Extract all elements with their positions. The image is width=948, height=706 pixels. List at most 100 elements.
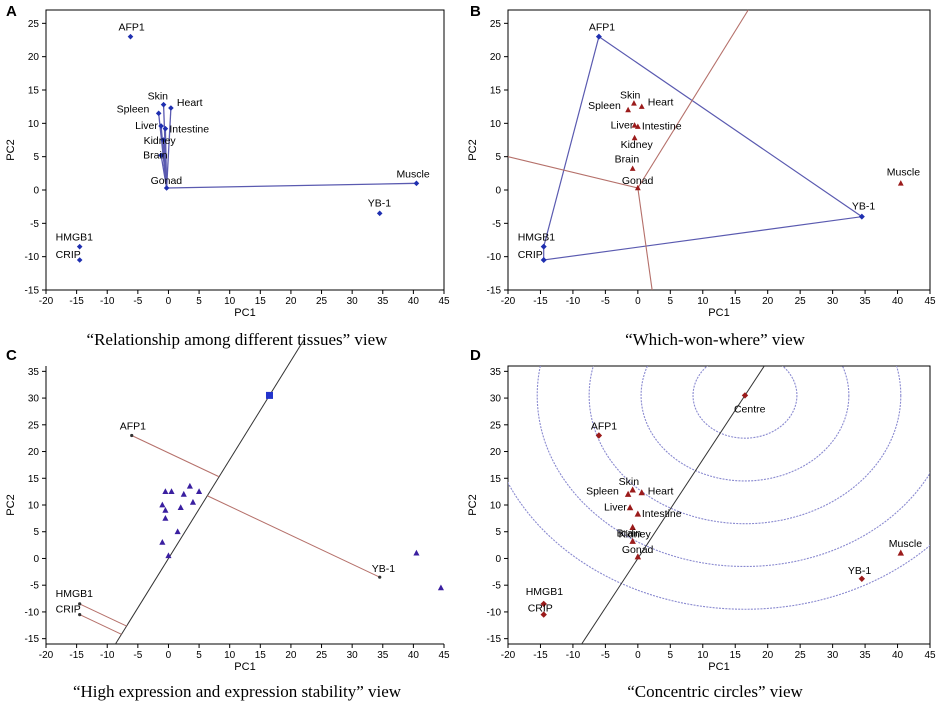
y-tick-label-d: 30: [490, 394, 502, 405]
projection-line-yb-1: [207, 495, 380, 578]
tissue-point-spleen: [625, 106, 631, 113]
x-tick-label-c: -15: [69, 650, 84, 661]
x-tick-label-c: 35: [377, 650, 389, 661]
tissue-point-brain: [629, 165, 636, 171]
y-tick-label-c: -15: [25, 634, 40, 645]
point-label-kidney: Kidney: [144, 135, 177, 147]
gene-label-afp1: AFP1: [120, 421, 146, 433]
tissue-point-8: [177, 504, 184, 511]
point-label-muscle: Muscle: [396, 168, 429, 180]
x-tick-label-d: 10: [697, 650, 709, 661]
y-tick-label-d: -10: [487, 607, 502, 618]
point-spleen: [155, 110, 162, 117]
point-brain: [158, 152, 164, 159]
x-axis-label-a: PC1: [234, 307, 255, 319]
tissue-point-3: [180, 490, 187, 497]
x-tick-label-c: 5: [196, 650, 202, 661]
x-tick-label-c: -20: [39, 650, 54, 661]
point-afp1: [127, 33, 134, 40]
tissue-label-skin: Skin: [620, 89, 641, 101]
point-label-skin: Skin: [148, 91, 169, 103]
point-hmgb1: [76, 243, 83, 250]
y-tick-label-b: 20: [490, 52, 502, 63]
gene-point-crip: [540, 257, 547, 263]
caption-b: “Which-won-where” view: [625, 330, 806, 349]
x-tick-label-b: 35: [860, 296, 872, 307]
gene-label-hmgb1: HMGB1: [526, 586, 564, 598]
x-tick-label-d: 20: [762, 650, 774, 661]
concentric-circle-2: [640, 366, 850, 482]
x-tick-label-b: 10: [697, 296, 709, 307]
panel-letter-d: D: [470, 347, 481, 364]
tissue-point-1: [162, 488, 169, 495]
gene-label-afp1: AFP1: [589, 22, 615, 34]
sector-ray-3: [637, 187, 653, 291]
x-tick-label-a: -20: [39, 296, 54, 307]
tissue-label-muscle: Muscle: [889, 538, 922, 550]
gene-point-crip: [540, 611, 547, 618]
tissue-label-heart: Heart: [648, 97, 674, 109]
x-axis-label-b: PC1: [708, 307, 729, 319]
x-tick-label-b: 0: [635, 296, 641, 307]
y-tick-label-a: 25: [28, 19, 40, 30]
y-tick-label-a: -15: [25, 286, 40, 297]
y-tick-label-d: 0: [495, 554, 501, 565]
gene-point-hmgb1: [78, 602, 82, 606]
tissue-point-7: [162, 506, 169, 513]
gene-label-yb-1: YB-1: [852, 201, 876, 213]
y-tick-label-d: 5: [495, 527, 501, 538]
caption-a: “Relationship among different tissues” v…: [87, 330, 389, 349]
point-label-spleen: Spleen: [117, 103, 150, 115]
y-tick-label-a: 20: [28, 52, 40, 63]
panel-letter-c: C: [6, 347, 17, 364]
point-liver: [158, 123, 164, 129]
y-tick-label-a: -5: [30, 219, 39, 230]
y-tick-label-b: 15: [490, 86, 502, 97]
point-kidney: [160, 137, 167, 143]
chart-panel-c: -20 -15 -10 -5 0 5 10 15 20 25 30 35 40 45 -15 -10 -5 0 5 1…: [5, 339, 450, 673]
y-axis-label-c: PC2: [5, 494, 17, 515]
x-tick-label-c: 15: [255, 650, 267, 661]
chart-panel-a: -20 -15 -10 -5 0 5 10 15 20 25 30 35 40 45-15-10-5051…: [5, 9, 450, 319]
y-tick-label-c: 10: [28, 501, 40, 512]
tissue-point-5: [196, 488, 203, 495]
which-won-where-polygon: [543, 35, 864, 261]
tissue-point-heart: [638, 489, 645, 496]
x-tick-label-b: 40: [892, 296, 904, 307]
point-skin: [160, 101, 167, 108]
point-intestine: [162, 125, 169, 132]
tissue-label-heart: Heart: [648, 486, 674, 498]
gene-label-crip: CRIP: [518, 249, 543, 261]
caption-c: “High expression and expression stabilit…: [73, 682, 402, 701]
tissue-point-kidney: [629, 523, 636, 530]
sector-ray-2: [507, 156, 638, 189]
tissue-label-brain: Brain: [615, 154, 640, 166]
y-tick-label-c: -10: [25, 607, 40, 618]
y-tick-label-b: -15: [487, 286, 502, 297]
x-tick-label-b: 25: [795, 296, 807, 307]
gene-label-yb-1: YB-1: [372, 563, 396, 575]
x-tick-label-a: 45: [438, 296, 450, 307]
point-label-crip: CRIP: [56, 249, 81, 261]
tissue-label-gonad: Gonad: [622, 175, 654, 187]
y-tick-label-c: 30: [28, 394, 40, 405]
tissue-point-muscle: [897, 180, 904, 186]
x-tick-label-d: 15: [730, 650, 742, 661]
x-tick-label-d: 30: [827, 650, 839, 661]
x-tick-label-a: 25: [316, 296, 328, 307]
tissue-label-brain: Brain: [617, 527, 642, 539]
point-yb-1: [376, 210, 383, 217]
plot-frame-b: [507, 9, 931, 291]
centre-axis-line: [581, 366, 765, 644]
vector-line-kidney: [162, 139, 168, 189]
concentric-circles-group: [508, 366, 930, 644]
x-axis-label-c: PC1: [234, 661, 255, 673]
gene-point-yb-1: [378, 575, 382, 579]
tissue-point-10: [162, 514, 169, 521]
chart-panel-d: -20 -15 -10 -5 0 5 10 15 20 25 30 35 40 45 -15 -10 -5 0 5 1…: [467, 365, 936, 673]
x-tick-label-a: 30: [347, 296, 359, 307]
x-tick-label-d: 0: [635, 650, 641, 661]
tissue-point-9: [189, 498, 197, 505]
concentric-circle-4: [536, 366, 930, 567]
y-tick-label-b: -5: [492, 219, 501, 230]
